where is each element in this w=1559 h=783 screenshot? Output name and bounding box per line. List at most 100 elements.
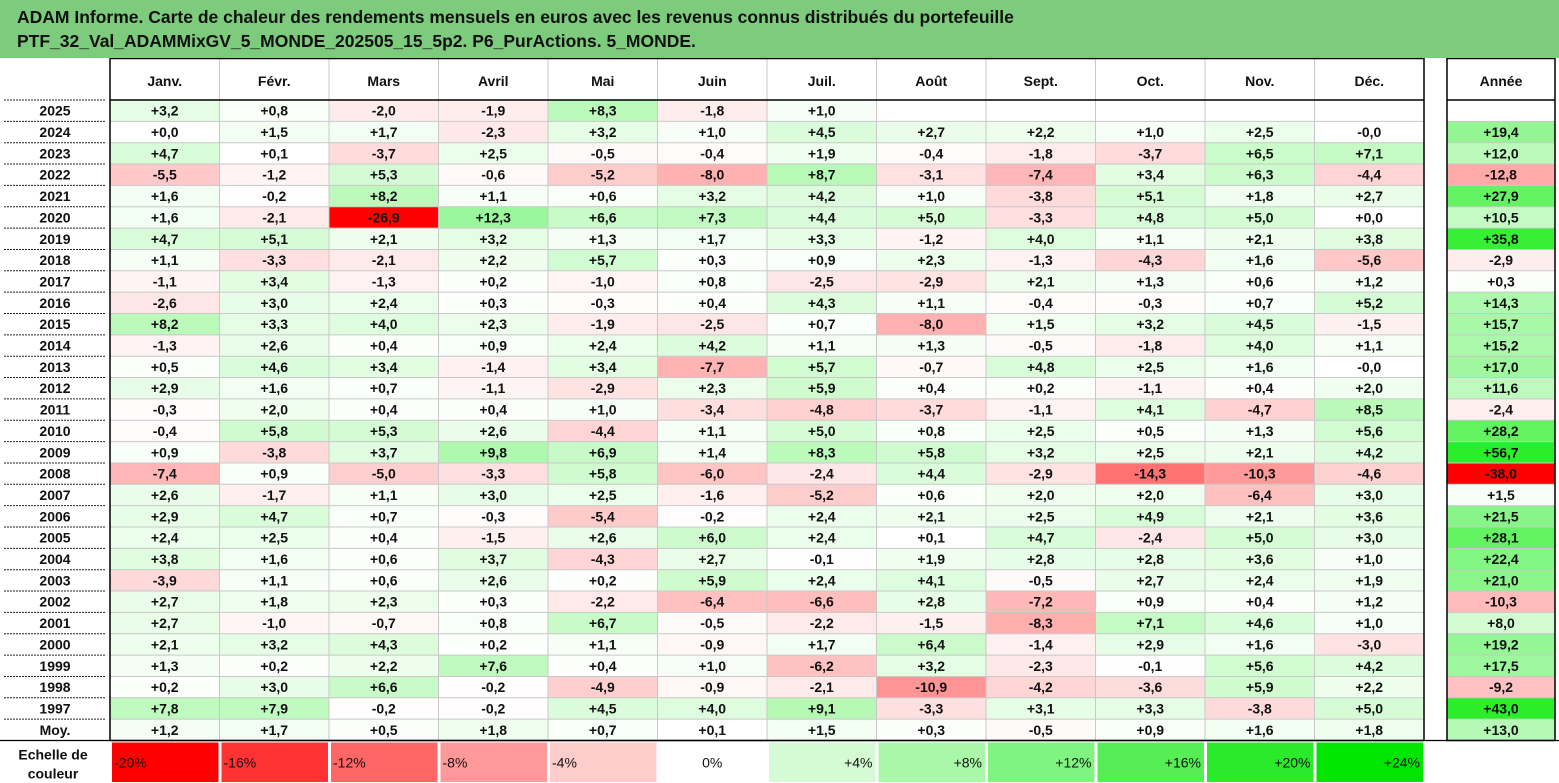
month-value: -2,2 [591,594,615,610]
scale-swatch [550,742,657,782]
month-cell [1314,356,1424,378]
month-cell [1205,719,1315,741]
month-value: +2,1 [1246,231,1274,247]
month-value: +0,8 [917,423,945,439]
month-cell [986,548,1096,570]
month-cell [657,697,767,720]
month-value: +1,6 [151,188,179,204]
month-cell [986,697,1096,720]
month-cell [1095,206,1205,229]
month-cell [329,313,439,335]
month-cell [876,612,986,634]
month-cell [1205,292,1315,314]
month-cell [876,121,986,143]
month-cell [438,249,548,271]
month-value: +0,7 [808,316,836,332]
month-value: +0,7 [1246,295,1274,311]
scale-stop-label: -8% [443,754,468,770]
month-value: +2,2 [1027,124,1055,140]
month-cell [110,697,220,720]
month-cell [438,527,548,549]
month-cell [1095,100,1205,122]
month-cell [548,633,658,656]
month-cell [329,655,439,677]
month-value: -0,4 [700,145,724,161]
month-value: -0,2 [481,700,505,716]
month-cell [219,270,329,293]
month-value: -0,0 [1357,359,1381,375]
month-cell [219,398,329,421]
month-value: -10,9 [915,679,947,695]
month-cell [1095,484,1205,506]
month-cell [110,420,220,442]
month-cell [1095,569,1205,592]
month-value: +0,2 [260,658,288,674]
month-cell [219,249,329,271]
month-value: +1,0 [917,188,945,204]
month-value: +2,9 [151,508,179,524]
annual-value: +8,0 [1487,615,1515,631]
annual-value: +0,3 [1487,273,1515,289]
month-value: +3,3 [808,231,836,247]
month-cell [219,164,329,186]
month-value: -2,0 [372,103,396,119]
month-cell [1314,462,1424,485]
month-value: +4,1 [1136,402,1164,418]
month-value: -1,4 [1029,636,1053,652]
month-cell [110,185,220,207]
month-value: -2,5 [700,316,724,332]
month-value: +4,6 [260,359,288,375]
month-cell [1095,228,1205,250]
month-cell [657,719,767,741]
month-cell [219,185,329,207]
month-value: -2,4 [810,466,834,482]
month-value: +2,4 [151,530,179,546]
annual-cell [1447,292,1555,314]
month-value: +0,9 [479,338,507,354]
month-value: -7,7 [700,359,724,375]
month-value: +4,6 [1246,615,1274,631]
month-cell [876,356,986,378]
month-value: +3,0 [1355,530,1383,546]
month-cell [548,292,658,314]
month-value: +4,0 [1246,338,1274,354]
month-cell [219,633,329,656]
month-value: +5,2 [1355,295,1383,311]
month-cell [110,612,220,634]
month-cell [1314,527,1424,549]
month-cell [329,292,439,314]
month-cell [876,591,986,613]
month-cell [110,441,220,463]
month-value: -5,2 [591,167,615,183]
month-cell [986,633,1096,656]
month-cell [767,206,877,229]
month-cell [329,334,439,357]
month-value: +0,0 [1355,209,1383,225]
month-value: +5,0 [808,423,836,439]
month-cell [1095,612,1205,634]
month-cell [1314,100,1424,122]
month-value: -5,6 [1357,252,1381,268]
month-value: +0,8 [479,615,507,631]
month-header: Oct. [1137,73,1164,89]
month-cell [1205,462,1315,485]
month-value: -1,5 [1357,316,1381,332]
year-label: 2003 [39,572,70,588]
month-cell [1095,292,1205,314]
month-value: +5,9 [1246,679,1274,695]
month-cell [876,206,986,229]
month-value: +2,3 [917,252,945,268]
month-cell [1095,527,1205,549]
month-cell [110,462,220,485]
month-cell [110,164,220,186]
month-cell [1205,420,1315,442]
month-cell [1314,505,1424,527]
month-value: -0,4 [153,423,177,439]
annual-cell [1447,633,1555,656]
annual-value: +19,2 [1483,636,1519,652]
month-value: +0,3 [917,722,945,738]
month-value: -0,7 [919,359,943,375]
month-cell [1314,569,1424,592]
month-value: -3,7 [372,145,396,161]
month-value: -1,1 [1029,402,1053,418]
